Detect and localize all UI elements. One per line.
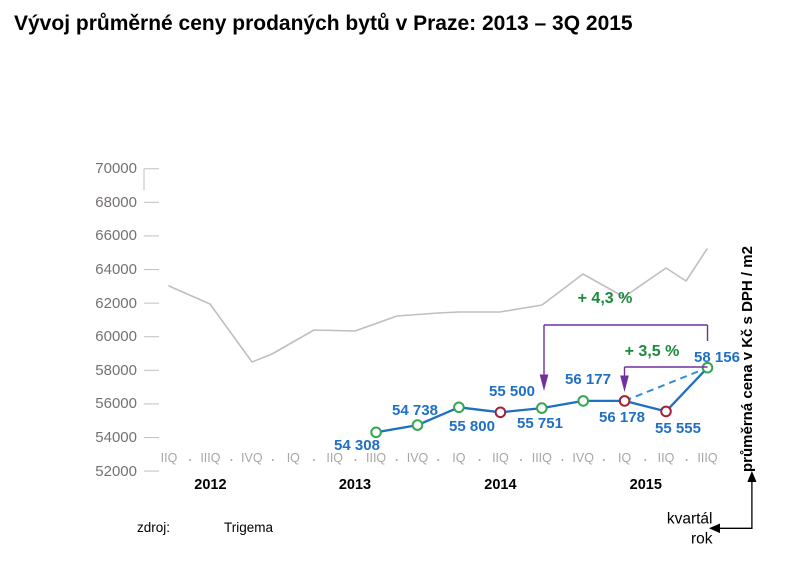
- svg-text:IIQ: IIQ: [658, 451, 675, 465]
- svg-text:IIQ: IIQ: [161, 451, 178, 465]
- svg-text:rok: rok: [691, 531, 713, 548]
- svg-text:kvartál: kvartál: [667, 511, 713, 528]
- svg-text:IQ: IQ: [618, 451, 631, 465]
- svg-text:+ 3,5 %: + 3,5 %: [625, 343, 680, 360]
- svg-text:2014: 2014: [484, 477, 516, 493]
- svg-text:68000: 68000: [95, 194, 137, 211]
- svg-text:58000: 58000: [95, 362, 137, 379]
- svg-text:62000: 62000: [95, 295, 137, 312]
- svg-text:55 555: 55 555: [655, 420, 701, 437]
- svg-text:2012: 2012: [194, 477, 226, 493]
- svg-text:IVQ: IVQ: [407, 451, 429, 465]
- svg-text:55 751: 55 751: [517, 415, 563, 432]
- svg-text:52000: 52000: [95, 463, 137, 480]
- svg-text:54000: 54000: [95, 429, 137, 446]
- svg-text:66000: 66000: [95, 227, 137, 244]
- svg-text:IIIQ: IIIQ: [200, 451, 220, 465]
- svg-text:2013: 2013: [339, 477, 371, 493]
- svg-text:IVQ: IVQ: [241, 451, 263, 465]
- svg-text:60000: 60000: [95, 328, 137, 345]
- svg-text:+ 4,3 %: + 4,3 %: [578, 290, 633, 307]
- svg-text:průměrná cena v Kč s DPH / m2: průměrná cena v Kč s DPH / m2: [739, 246, 756, 472]
- svg-text:IQ: IQ: [287, 451, 300, 465]
- svg-text:IIQ: IIQ: [492, 451, 509, 465]
- svg-text:zdroj:: zdroj:: [137, 520, 170, 535]
- svg-text:56000: 56000: [95, 395, 137, 412]
- svg-text:IIIQ: IIIQ: [532, 451, 552, 465]
- svg-text:56 177: 56 177: [565, 371, 611, 388]
- svg-text:64000: 64000: [95, 261, 137, 278]
- svg-text:58 156: 58 156: [694, 349, 740, 366]
- svg-text:70000: 70000: [95, 160, 137, 177]
- svg-text:54 738: 54 738: [392, 402, 438, 419]
- svg-text:55 800: 55 800: [449, 418, 495, 435]
- svg-text:IQ: IQ: [452, 451, 465, 465]
- svg-text:IVQ: IVQ: [572, 451, 594, 465]
- svg-text:Trigema: Trigema: [224, 520, 274, 535]
- svg-text:55 500: 55 500: [489, 383, 535, 400]
- svg-text:56 178: 56 178: [599, 409, 645, 426]
- svg-text:54 308: 54 308: [334, 437, 380, 454]
- svg-text:IIIQ: IIIQ: [697, 451, 717, 465]
- svg-text:2015: 2015: [630, 477, 662, 493]
